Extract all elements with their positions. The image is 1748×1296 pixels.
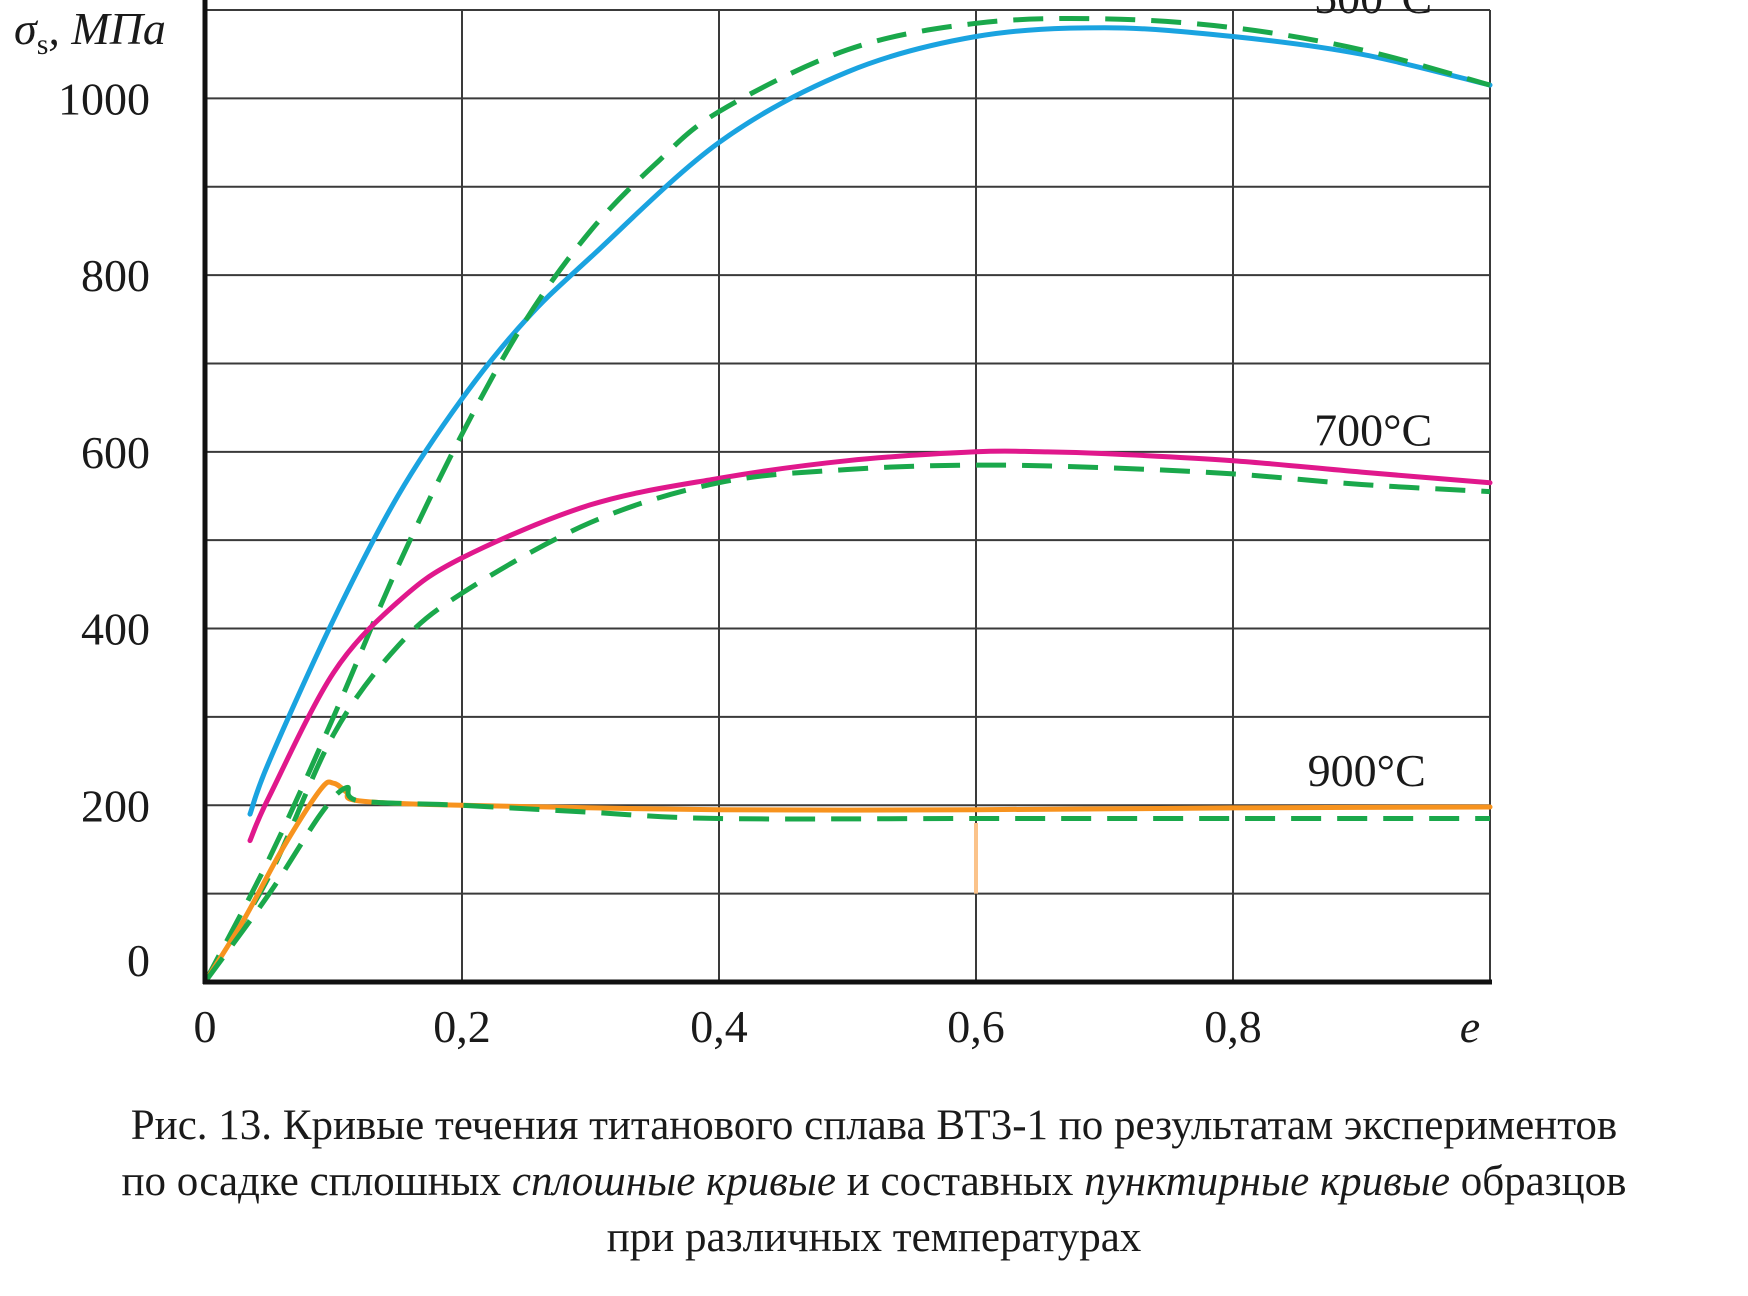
caption-line-1: Рис. 13. Кривые течения титанового сплав…	[0, 1098, 1748, 1154]
series-line-dashed	[202, 462, 1491, 984]
caption-text: образцов	[1449, 1158, 1627, 1205]
series	[202, 15, 1493, 985]
x-tick-label: 0,6	[947, 1001, 1005, 1052]
series-label: 700°C	[1314, 405, 1432, 456]
series-line-dashed	[202, 15, 1491, 984]
x-tick-label: 0,2	[433, 1001, 491, 1052]
axes: 0 200 400 600 800 1000 0 0,2 0,4 0,6 0,8 e σs, МПа	[14, 0, 1492, 1052]
series-label: 500°C	[1314, 0, 1432, 23]
y-tick-label: 400	[81, 604, 150, 655]
y-tick-label: 200	[81, 780, 150, 831]
caption-text: и составных	[836, 1158, 1085, 1205]
chart-area: 0 200 400 600 800 1000 0 0,2 0,4 0,6 0,8 e σs, МПа 5…	[14, 0, 1493, 1052]
caption-italic-dashed: пунктирные кривые	[1084, 1158, 1450, 1205]
flow-curves-chart: 0 200 400 600 800 1000 0 0,2 0,4 0,6 0,8 e σs, МПа 5…	[14, 0, 1493, 1052]
y-axis-title: σs, МПа	[14, 3, 166, 61]
y-tick-label: 1000	[58, 73, 150, 124]
caption-line-2: по осадке сплошных сплошные кривые и сос…	[0, 1154, 1748, 1210]
caption-text: при различных температурах	[606, 1214, 1142, 1261]
labels: 500°C 700°C 900°C	[1308, 0, 1433, 796]
series-line-dashed	[202, 784, 1490, 984]
series-line-solid	[247, 448, 1493, 844]
caption-line-3: при различных температурах	[0, 1210, 1748, 1266]
x-axis-title: e	[1460, 1001, 1480, 1052]
figure-caption: Рис. 13. Кривые течения титанового сплав…	[0, 1098, 1748, 1266]
y-tick-label: 800	[81, 250, 150, 301]
series-line-solid	[247, 25, 1493, 817]
x-tick-label: 0,8	[1204, 1001, 1262, 1052]
y-tick-label: 600	[81, 427, 150, 478]
caption-italic-solid: сплошные кривые	[511, 1158, 837, 1205]
series-line-solid	[202, 779, 1493, 985]
x-tick-label: 0	[194, 1001, 217, 1052]
y-tick-label: 0	[127, 935, 150, 986]
series-label: 900°C	[1308, 745, 1426, 796]
caption-text: по осадке сплошных	[121, 1158, 512, 1205]
x-tick-label: 0,4	[690, 1001, 748, 1052]
caption-text: Рис. 13. Кривые течения титанового сплав…	[130, 1102, 1618, 1149]
